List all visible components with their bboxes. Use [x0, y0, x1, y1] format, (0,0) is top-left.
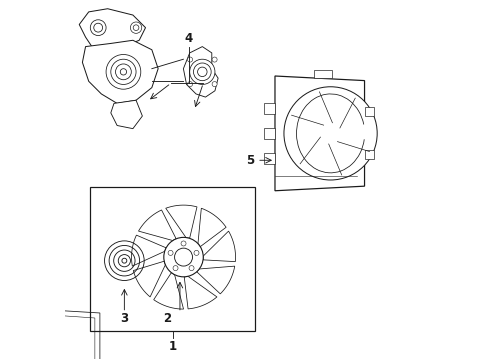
Polygon shape: [153, 273, 183, 309]
Bar: [264, 153, 274, 164]
Circle shape: [173, 266, 178, 271]
Circle shape: [106, 54, 141, 89]
Polygon shape: [274, 76, 364, 191]
Circle shape: [194, 251, 199, 255]
Circle shape: [212, 57, 217, 62]
Polygon shape: [183, 46, 218, 97]
Text: 2: 2: [163, 311, 171, 325]
Circle shape: [130, 22, 142, 33]
Circle shape: [189, 59, 215, 85]
Circle shape: [212, 82, 217, 87]
Circle shape: [197, 67, 206, 77]
Circle shape: [120, 69, 126, 75]
Polygon shape: [198, 208, 225, 247]
Polygon shape: [203, 231, 235, 262]
Bar: [314, 70, 332, 78]
Circle shape: [163, 237, 203, 277]
Text: 1: 1: [168, 340, 177, 353]
Bar: [90, 187, 255, 330]
Circle shape: [193, 63, 211, 81]
Bar: [264, 128, 274, 139]
Text: 5: 5: [245, 154, 253, 167]
Circle shape: [181, 241, 185, 246]
Circle shape: [187, 82, 192, 87]
Bar: [364, 150, 373, 159]
Polygon shape: [133, 261, 165, 297]
Circle shape: [111, 59, 136, 85]
Polygon shape: [79, 9, 145, 50]
Polygon shape: [184, 276, 217, 309]
Circle shape: [189, 266, 194, 271]
Polygon shape: [165, 205, 197, 238]
Polygon shape: [138, 210, 176, 240]
Circle shape: [115, 64, 131, 80]
Bar: [264, 103, 274, 114]
Text: 4: 4: [184, 32, 193, 45]
Circle shape: [284, 87, 376, 180]
Polygon shape: [111, 100, 142, 129]
Polygon shape: [196, 266, 234, 294]
Bar: [364, 107, 373, 116]
Polygon shape: [131, 235, 166, 266]
Polygon shape: [82, 40, 158, 103]
Text: 3: 3: [120, 311, 128, 325]
Circle shape: [174, 248, 192, 266]
Circle shape: [94, 23, 102, 32]
Circle shape: [187, 57, 192, 62]
Circle shape: [133, 25, 139, 31]
Circle shape: [168, 251, 173, 255]
Circle shape: [90, 20, 106, 36]
